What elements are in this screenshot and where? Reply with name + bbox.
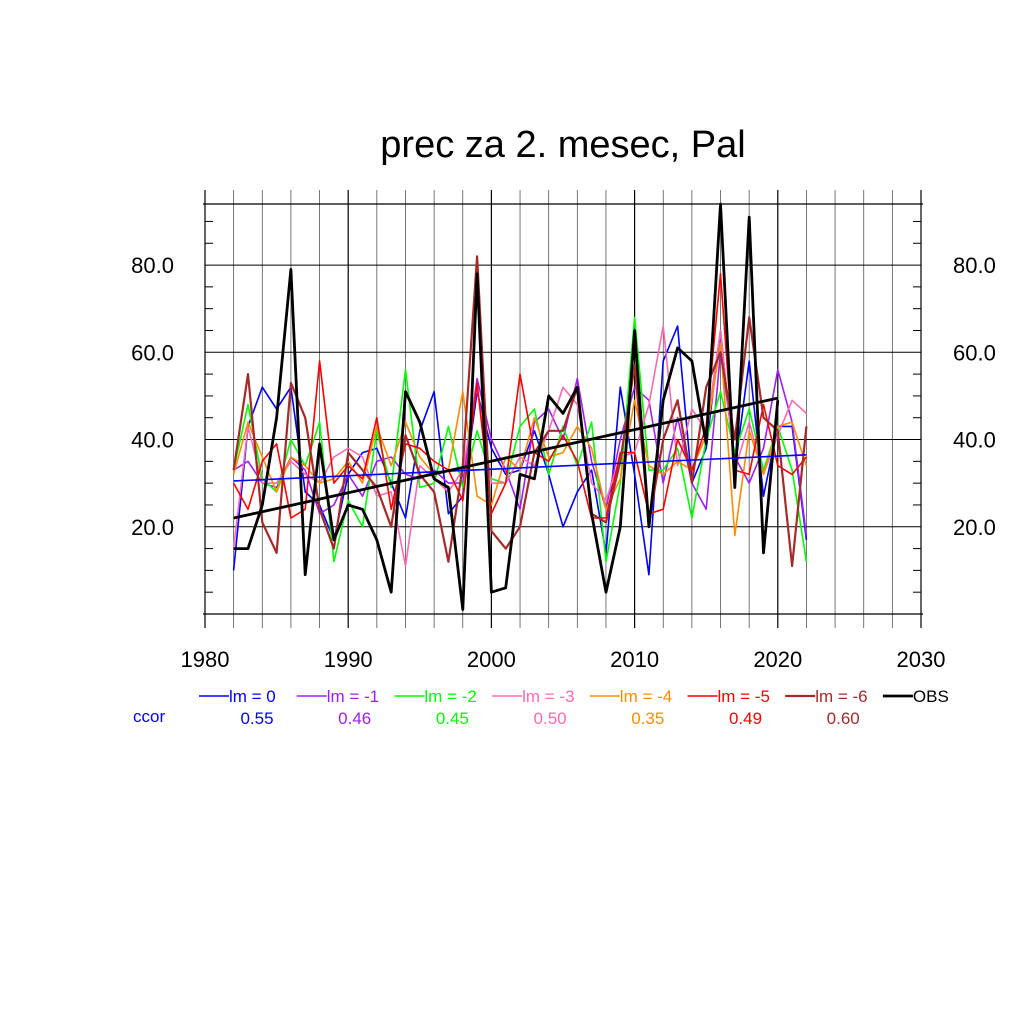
- trend-line: [233, 396, 779, 520]
- ccor-value: 0.46: [338, 709, 371, 728]
- x-tick-label: 2000: [467, 647, 516, 672]
- x-tick-label: 2020: [753, 647, 802, 672]
- ccor-value: 0.50: [534, 709, 567, 728]
- x-tick-label: 2010: [610, 647, 659, 672]
- x-tick-label: 2030: [897, 647, 946, 672]
- series-line: [232, 342, 808, 537]
- y-tick-label-right: 60.0: [953, 340, 996, 365]
- x-tick-label: 1980: [181, 647, 230, 672]
- y-tick-label-left: 80.0: [131, 253, 174, 278]
- legend-label: OBS: [913, 687, 949, 706]
- legend-label: lm = -1: [327, 687, 379, 706]
- ccor-value: 0.35: [631, 709, 664, 728]
- x-tick-label: 1990: [324, 647, 373, 672]
- legend-label: lm = -3: [522, 687, 574, 706]
- y-tick-label-left: 60.0: [131, 340, 174, 365]
- ccor-value: 0.45: [436, 709, 469, 728]
- ccor-value: 0.55: [240, 709, 273, 728]
- legend-label: lm = -5: [718, 687, 770, 706]
- y-tick-label-right: 80.0: [953, 253, 996, 278]
- y-tick-label-right: 20.0: [953, 515, 996, 540]
- ccor-label: ccor: [133, 707, 165, 726]
- legend-label: lm = 0: [229, 687, 276, 706]
- ccor-value: 0.60: [827, 709, 860, 728]
- y-tick-label-left: 40.0: [131, 428, 174, 453]
- legend-label: lm = -2: [424, 687, 476, 706]
- series-line: [232, 325, 807, 567]
- legend: ccor lm = 0 0.55 lm = -1 0.46 lm = -2 0.45 lm =…: [133, 687, 949, 728]
- legend-label: lm = -4: [620, 687, 672, 706]
- chart-title: prec za 2. mesec, Pal: [380, 124, 745, 166]
- legend-label: lm = -6: [815, 687, 867, 706]
- ccor-value: 0.49: [729, 709, 762, 728]
- y-tick-label-right: 40.0: [953, 428, 996, 453]
- plot-area: 20.0 20.0 40.0 40.0 60.0 60.0 80.0 80.0 1980 1990…: [131, 190, 996, 672]
- y-tick-label-left: 20.0: [131, 515, 174, 540]
- trend-line: [233, 453, 807, 482]
- series-line: [233, 202, 780, 611]
